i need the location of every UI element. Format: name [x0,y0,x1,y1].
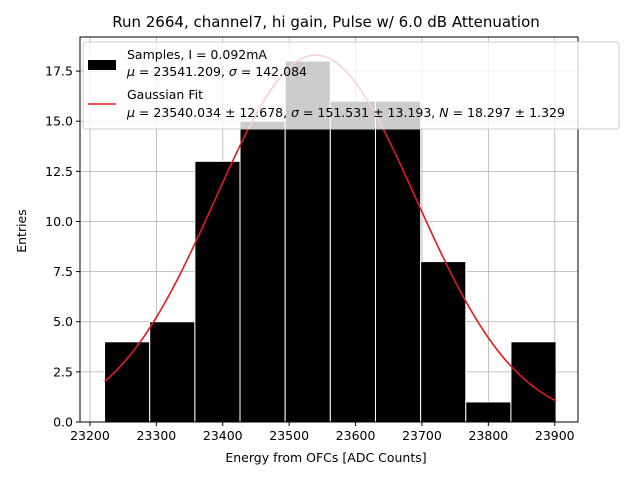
histogram-bar [510,341,557,423]
y-tick-label: 15.0 [45,114,73,129]
chart-title: Run 2664, channel7, hi gain, Pulse w/ 6.… [112,13,540,31]
x-tick-label: 23700 [402,428,442,443]
x-axis-label: Energy from OFCs [ADC Counts] [225,450,426,465]
x-tick-label: 23500 [269,428,309,443]
x-tick-label: 23900 [535,428,575,443]
x-tick-label: 23200 [70,428,110,443]
histogram-bar [465,401,512,423]
legend-samples-line2: μ = 23541.209, σ = 142.084 [126,64,307,79]
y-tick-label: 5.0 [53,314,73,329]
legend-fit-line2: μ = 23540.034 ± 12.678, σ = 151.531 ± 13… [126,105,565,120]
legend: Samples, I = 0.092mA μ = 23541.209, σ = … [82,41,620,130]
histogram-bar [149,321,196,423]
x-tick-label: 23300 [136,428,176,443]
histogram-bar [420,261,467,423]
y-tick-label: 12.5 [45,164,73,179]
plot-area: 23200 23300 23400 23500 23600 23700 23800 23900… [45,36,579,443]
x-tick-label: 23800 [468,428,508,443]
y-tick-label: 7.5 [53,264,73,279]
legend-samples-line1: Samples, I = 0.092mA [127,47,267,62]
y-tick-label: 0.0 [53,415,73,430]
histogram-bar [104,341,151,423]
histogram-bar [194,160,241,423]
y-tick-label: 2.5 [53,364,73,379]
axes-frame [79,36,579,423]
legend-frame [82,41,620,130]
x-tick-label: 23600 [336,428,376,443]
histogram-bar [374,100,422,423]
y-tick-label: 10.0 [45,214,73,229]
y-axis-label: Entries [14,209,29,253]
histogram-bar [239,120,286,423]
y-tick-label: 17.5 [45,64,73,79]
histogram-bar [329,100,376,423]
legend-fit-line1: Gaussian Fit [127,87,203,102]
x-tick-label: 23400 [203,428,243,443]
legend-samples-swatch [88,60,116,70]
